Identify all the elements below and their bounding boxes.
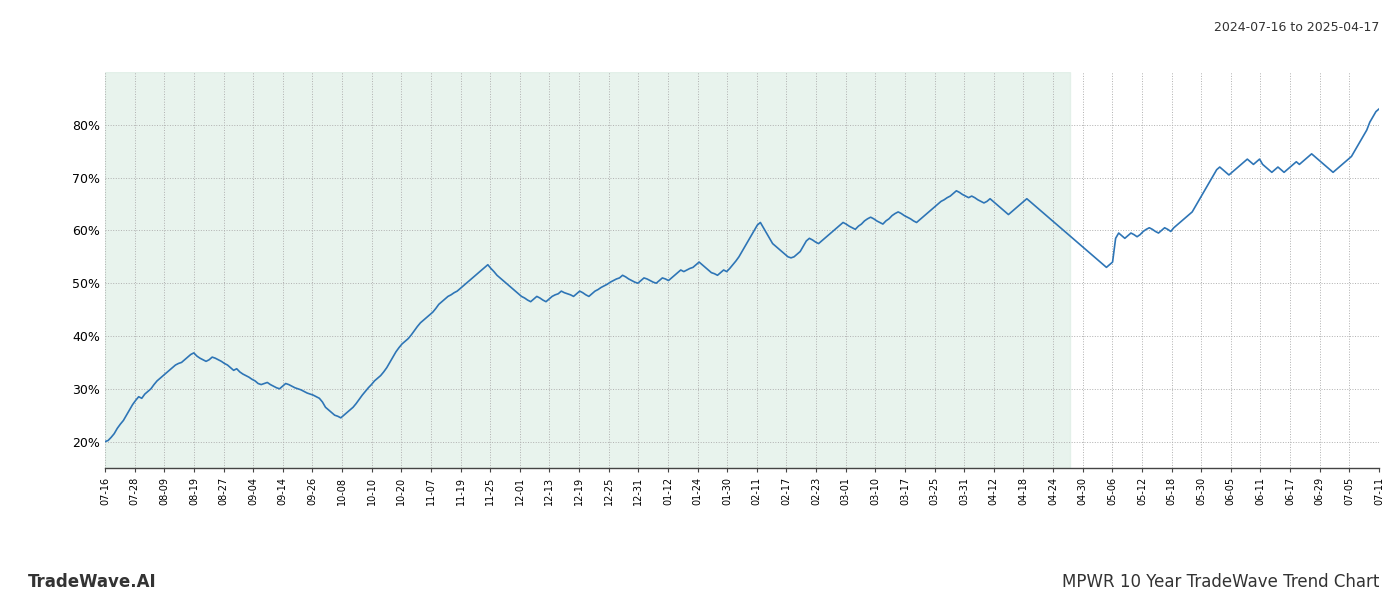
Bar [105, 72, 1070, 468]
Text: 2024-07-16 to 2025-04-17: 2024-07-16 to 2025-04-17 [1214, 21, 1379, 34]
Text: MPWR 10 Year TradeWave Trend Chart: MPWR 10 Year TradeWave Trend Chart [1061, 573, 1379, 591]
Text: TradeWave.AI: TradeWave.AI [28, 573, 157, 591]
